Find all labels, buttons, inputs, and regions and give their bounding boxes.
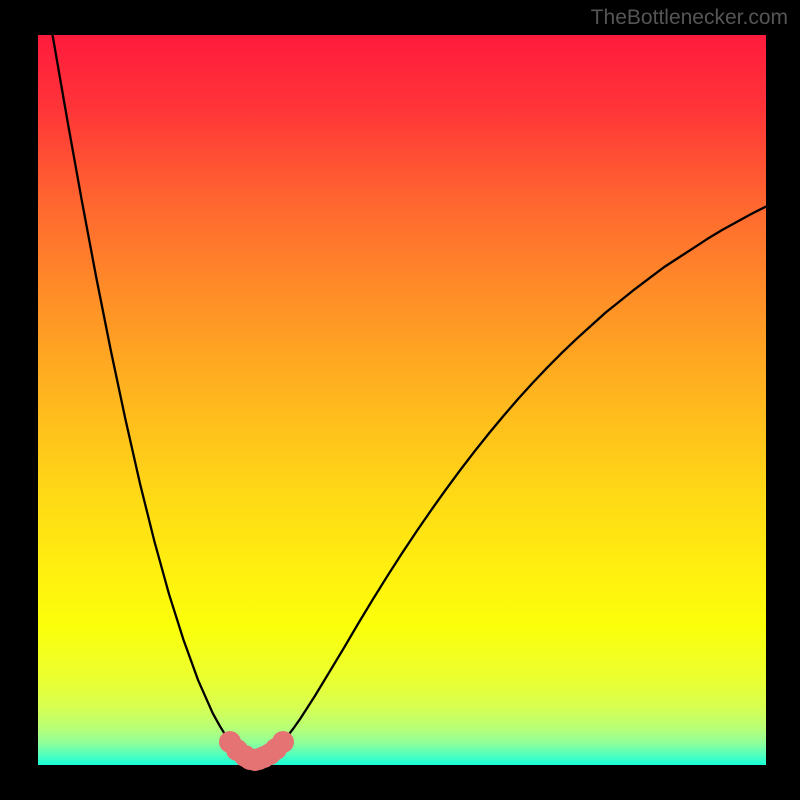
curve-marker <box>272 731 294 753</box>
gradient-background <box>38 35 766 765</box>
watermark-text: TheBottlenecker.com <box>591 6 788 30</box>
plot-area <box>38 35 766 765</box>
root-container: TheBottlenecker.com <box>0 0 800 800</box>
plot-outer-frame <box>0 0 800 800</box>
bottleneck-curve-chart <box>38 35 766 765</box>
